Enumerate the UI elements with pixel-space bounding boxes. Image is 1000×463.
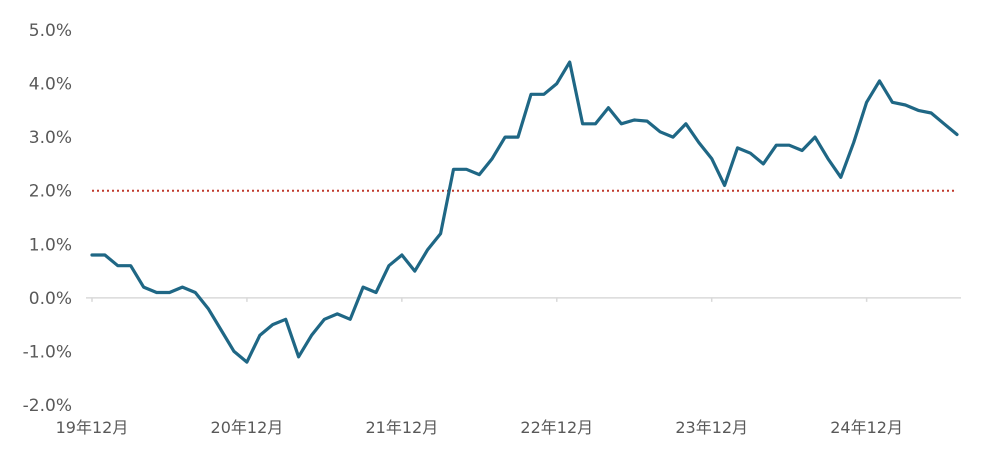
y-tick-label: 3.0% — [29, 128, 72, 148]
x-tick-label: 22年12月 — [520, 418, 593, 437]
x-tick-label: 21年12月 — [365, 418, 438, 437]
y-tick-label: -1.0% — [23, 342, 72, 362]
x-tick-label: 19年12月 — [56, 418, 129, 437]
x-axis-labels: 19年12月 20年12月 21年12月 22年12月 23年12月 24年12月 — [56, 418, 903, 437]
y-tick-label: 2.0% — [29, 182, 72, 202]
series-line — [90, 60, 959, 364]
x-tick-label: 23年12月 — [675, 418, 748, 437]
y-axis-labels: 5.0% 4.0% 3.0% 2.0% 1.0% 0.0% -1.0% -2.0% — [23, 21, 72, 416]
y-tick-label: 5.0% — [29, 21, 72, 41]
y-tick-label: 0.0% — [29, 289, 72, 309]
y-tick-label: 4.0% — [29, 75, 72, 95]
x-tick-label: 24年12月 — [830, 418, 903, 437]
y-tick-label: -2.0% — [23, 396, 72, 416]
x-tick-label: 20年12月 — [211, 418, 284, 437]
y-tick-label: 1.0% — [29, 235, 72, 255]
x-axis-ticks — [91, 297, 868, 302]
